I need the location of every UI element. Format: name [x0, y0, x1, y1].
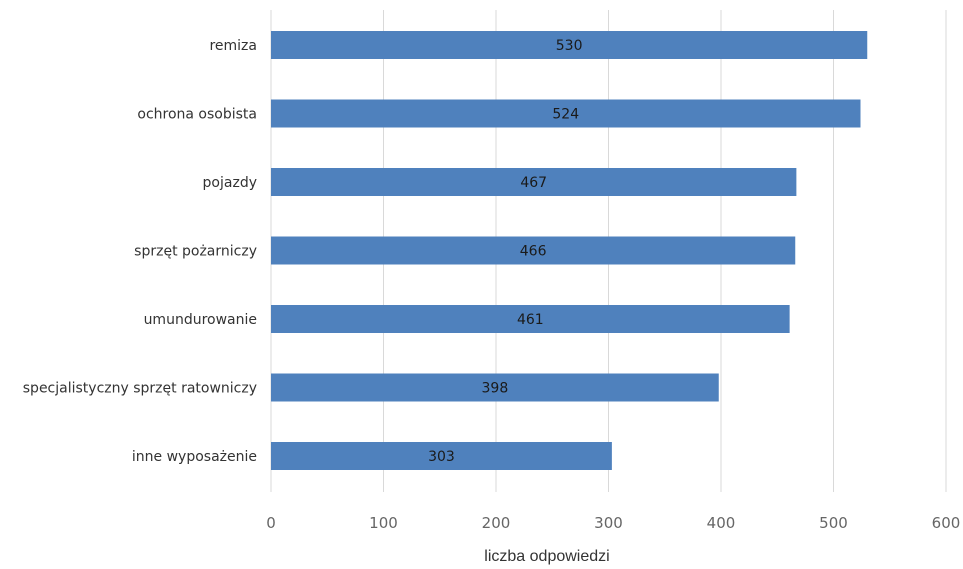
x-tick-label: 100 [369, 514, 398, 532]
bar [271, 99, 861, 128]
data-label: 524 [552, 107, 579, 123]
bars [271, 31, 868, 470]
x-tick-label: 300 [594, 514, 623, 532]
bar [271, 168, 797, 196]
category-labels: remiza ochrona osobista pojazdy sprzęt poża… [23, 38, 257, 465]
data-label: 461 [517, 312, 544, 328]
x-axis-title: liczba odpowiedzi [484, 548, 609, 565]
x-tick-labels: 0 100 200 300 400 500 600 [266, 514, 960, 532]
x-tick-label: 500 [819, 514, 848, 532]
x-tick-label: 400 [707, 514, 736, 532]
data-label: 467 [520, 175, 547, 191]
bar [271, 442, 612, 470]
category-label: umundurowanie [144, 312, 257, 328]
bar [271, 236, 796, 265]
bar [271, 31, 868, 59]
x-tick-label: 0 [266, 514, 276, 532]
category-label: inne wyposażenie [132, 449, 257, 465]
data-label: 303 [428, 449, 455, 465]
category-label: ochrona osobista [137, 107, 257, 123]
data-label: 466 [520, 244, 547, 260]
category-label: remiza [209, 38, 257, 54]
category-label: sprzęt pożarniczy [134, 244, 257, 260]
x-tick-label: 600 [932, 514, 961, 532]
data-label: 530 [556, 38, 583, 54]
bar [271, 305, 790, 333]
bar [271, 373, 719, 402]
x-tick-label: 200 [482, 514, 511, 532]
category-label: pojazdy [203, 175, 257, 191]
category-label: specjalistyczny sprzęt ratowniczy [23, 381, 257, 397]
data-label: 398 [482, 381, 509, 397]
data-labels: 530 524 467 466 461 398 303 [428, 38, 582, 465]
